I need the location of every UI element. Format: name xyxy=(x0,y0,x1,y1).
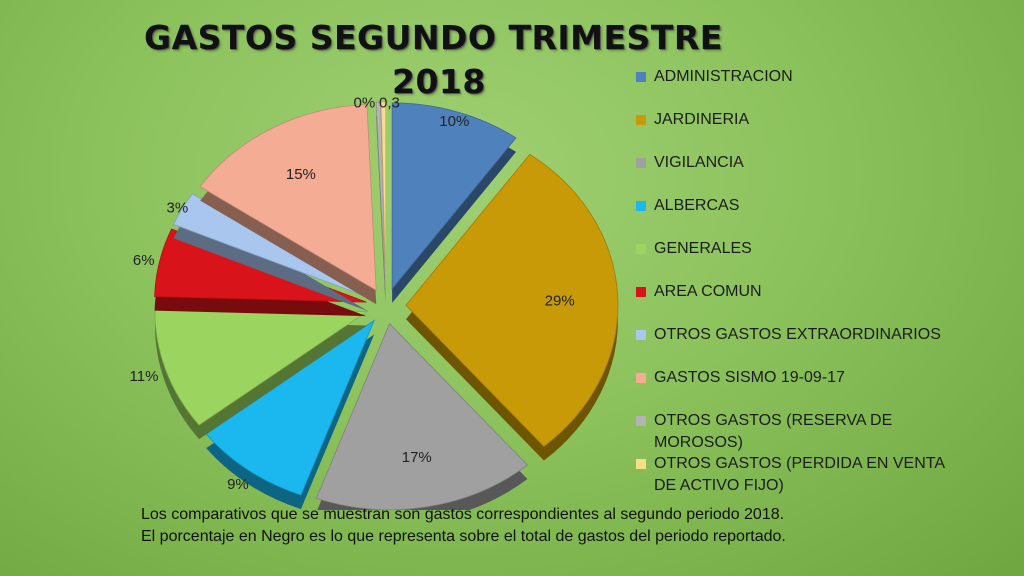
legend-label: ADMINISTRACION xyxy=(654,68,793,85)
pie-slice-administracion xyxy=(391,102,517,303)
legend-label: ALBERCAS xyxy=(654,197,740,214)
legend-label: OTROS GASTOS (RESERVA DE MOROSOS) xyxy=(654,412,893,451)
pie-label: 3% xyxy=(167,200,189,217)
pie-slice-top xyxy=(205,319,376,496)
pie-slice-albercas xyxy=(205,319,376,510)
legend-label: GENERALES xyxy=(654,240,752,257)
legend-label: OTROS GASTOS EXTRAORDINARIOS xyxy=(654,326,941,343)
pie-slice-top xyxy=(375,101,386,289)
pie-slice-top xyxy=(391,102,517,290)
legend-label: AREA COMUN xyxy=(654,283,762,300)
legend-label: GASTOS SISMO 19-09-17 xyxy=(654,369,845,386)
pie-slice-generales xyxy=(154,305,369,440)
legend-swatch xyxy=(636,416,646,426)
pie-label: 29% xyxy=(545,293,575,310)
legend-label: VIGILANCIA xyxy=(654,154,744,171)
legend-swatch xyxy=(636,72,646,82)
pie-label: 0,3 xyxy=(379,94,400,111)
chart-title-line1: GASTOS SEGUNDO TRIMESTRE xyxy=(144,18,723,57)
legend-swatch xyxy=(636,158,646,168)
pie-label: 6% xyxy=(133,252,155,269)
legend-swatch xyxy=(636,287,646,297)
chart-title-line2: 2018 xyxy=(392,62,486,101)
pie-slice-otros-gastos-extraordinarios xyxy=(172,193,369,312)
footer-note: Los comparativos que se muestran son gas… xyxy=(141,504,786,548)
footer-line-1: Los comparativos que se muestran son gas… xyxy=(141,506,785,523)
pie-label: 9% xyxy=(227,476,249,493)
pie-slice-gastos-sismo-19-09-17 xyxy=(199,104,377,305)
legend-swatch xyxy=(636,244,646,254)
pie-slice-top xyxy=(154,305,369,426)
pie-slice-top xyxy=(199,104,377,292)
legend-swatch xyxy=(636,330,646,340)
legend-swatch xyxy=(636,373,646,383)
legend-swatch xyxy=(636,115,646,125)
footer-line-2: El porcentaje en Negro es lo que represe… xyxy=(141,528,786,545)
pie-slice-top xyxy=(405,153,619,448)
pie-slice-otros-gastos-reserva-de-morosos xyxy=(375,101,386,303)
pie-label: 11% xyxy=(130,368,159,385)
pie-slice-top xyxy=(172,193,369,298)
pie-slice-vigilancia xyxy=(315,323,529,510)
pie-label: 0% xyxy=(354,95,376,112)
legend-label: OTROS GASTOS (PERDIDA EN VENTA DE ACTIVO… xyxy=(654,455,945,494)
pie-label: 10% xyxy=(439,113,469,130)
pie-slice-side xyxy=(376,116,386,303)
legend-swatch xyxy=(636,201,646,211)
pie-slice-otros-gastos-perdida-en-venta-de-activo-fijo xyxy=(380,101,387,303)
legend-swatch xyxy=(636,459,646,469)
pie-slice-top xyxy=(380,101,387,289)
pie-slice-top xyxy=(315,323,529,510)
pie-chart: 10% 29% 17% 9% 11% 6% 3% 15% 0% 0,3 xyxy=(130,94,619,510)
legend-label: JARDINERIA xyxy=(654,111,750,128)
pie-label: 17% xyxy=(402,449,432,466)
pie-label: 15% xyxy=(286,166,316,183)
pie-slice-jardineria xyxy=(405,153,619,461)
